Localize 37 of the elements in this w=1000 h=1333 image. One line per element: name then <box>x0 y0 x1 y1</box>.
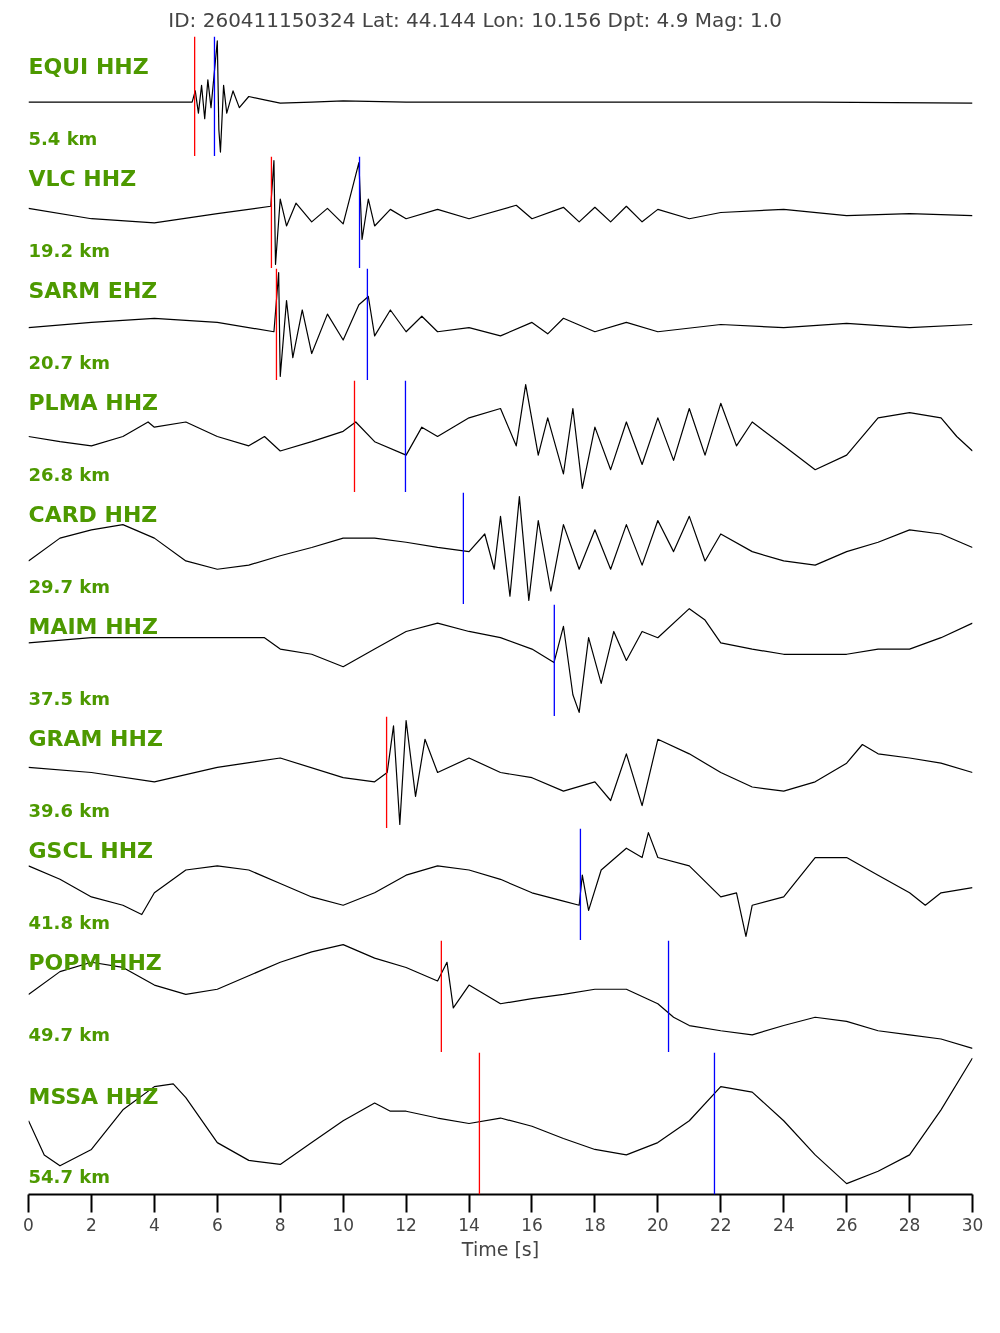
annotation: 19.2 km <box>28 239 110 261</box>
x-tick-label: 26 <box>835 1214 858 1235</box>
annotation: 54.7 km <box>28 1165 110 1187</box>
annotation: 5.4 km <box>28 127 98 149</box>
x-tick-label: 30 <box>961 1214 984 1235</box>
annotation: 49.7 km <box>28 1023 110 1045</box>
annotation: SARM EHZ <box>28 277 158 303</box>
annotation: 41.8 km <box>28 911 110 933</box>
annotation: POPM HHZ <box>28 949 162 975</box>
annotation: MAIM HHZ <box>28 613 158 639</box>
x-tick-label: 8 <box>274 1214 286 1235</box>
x-tick-label: 28 <box>898 1214 921 1235</box>
annotation: CARD HHZ <box>28 501 158 527</box>
annotation: GSCL HHZ <box>28 837 154 863</box>
x-tick-label: 14 <box>458 1214 480 1235</box>
x-tick-label: 12 <box>395 1214 417 1235</box>
annotation: GRAM HHZ <box>28 725 163 751</box>
x-tick-label: 4 <box>148 1214 160 1235</box>
x-tick-label: 24 <box>772 1214 795 1235</box>
annotation: 37.5 km <box>28 687 110 709</box>
x-tick-label: 10 <box>332 1214 354 1235</box>
annotation: 20.7 km <box>28 351 110 373</box>
x-tick-label: 22 <box>709 1214 732 1235</box>
annotation: VLC HHZ <box>28 165 137 191</box>
x-tick-label: 20 <box>647 1214 669 1235</box>
annotation: 26.8 km <box>28 463 110 485</box>
x-tick-label: 18 <box>584 1214 606 1235</box>
x-tick-label: 6 <box>211 1214 223 1235</box>
annotation: 39.6 km <box>28 799 110 821</box>
annotation: PLMA HHZ <box>28 389 158 415</box>
x-axis-title: Time [s] <box>460 1237 540 1260</box>
annotation: EQUI HHZ <box>28 53 149 79</box>
x-tick-label: 16 <box>521 1214 543 1235</box>
x-tick-label: 2 <box>86 1214 97 1235</box>
x-tick-label: 0 <box>23 1214 34 1235</box>
annotation: 29.7 km <box>28 575 110 597</box>
chart-title: ID: 260411150324 Lat: 44.144 Lon: 10.156 Dpt: 4.9 Mag: 1.0 <box>168 7 782 32</box>
